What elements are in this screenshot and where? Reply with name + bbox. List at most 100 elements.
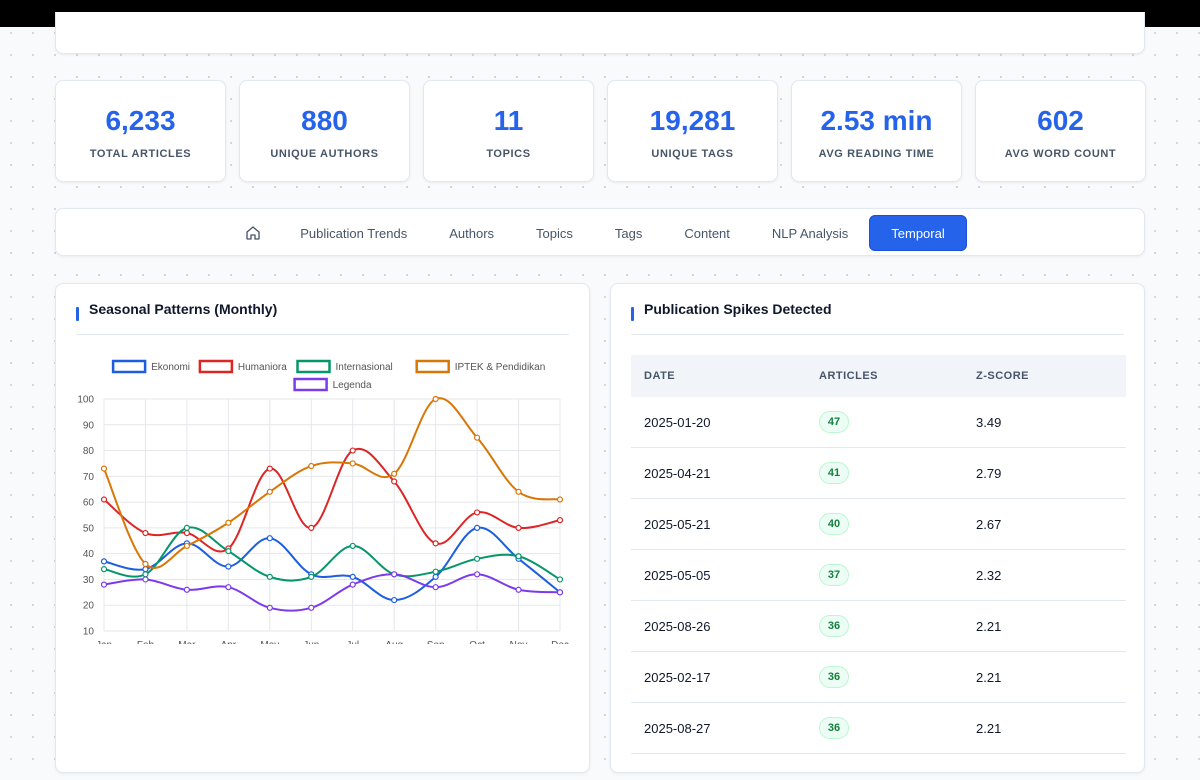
data-point-legenda bbox=[473, 571, 481, 578]
series-line-humaniora bbox=[103, 447, 561, 553]
data-point-ekonomi bbox=[391, 596, 398, 604]
y-tick-label: 10 bbox=[83, 627, 95, 638]
data-point-ekonomi bbox=[473, 524, 481, 531]
legend-label-ekonomi: Ekonomi bbox=[151, 362, 190, 373]
data-point-iptek-pendidikan bbox=[100, 465, 108, 472]
cell-z-score: 2.21 bbox=[976, 618, 1002, 634]
data-point-legenda bbox=[515, 586, 522, 593]
data-point-ekonomi bbox=[225, 563, 232, 570]
tab-tags[interactable]: Tags bbox=[614, 225, 643, 241]
data-point-internasional bbox=[432, 568, 439, 575]
x-tick-label: Jul bbox=[346, 640, 359, 644]
x-tick-label: Oct bbox=[469, 640, 485, 644]
data-point-humaniora bbox=[183, 529, 191, 537]
x-tick-label: Sep bbox=[427, 640, 445, 644]
data-point-iptek-pendidikan bbox=[225, 519, 232, 526]
table-row: 2025-04-21 41 2.79 bbox=[631, 448, 1126, 499]
stat-value: 602 bbox=[1037, 105, 1084, 136]
data-point-internasional bbox=[100, 566, 108, 573]
cell-z-score: 2.67 bbox=[976, 516, 1002, 532]
home-button[interactable] bbox=[233, 215, 273, 251]
stat-label: AVG WORD COUNT bbox=[1004, 148, 1117, 160]
data-point-iptek-pendidikan bbox=[266, 488, 273, 495]
legend-label-humaniora: Humaniora bbox=[238, 362, 287, 373]
cell-articles: 36 bbox=[819, 666, 976, 688]
data-point-internasional bbox=[183, 524, 191, 531]
y-tick-label: 40 bbox=[83, 549, 95, 560]
data-point-ekonomi bbox=[266, 535, 273, 542]
data-point-humaniora bbox=[266, 465, 273, 472]
data-point-humaniora bbox=[515, 524, 522, 531]
cell-articles: 36 bbox=[819, 717, 976, 739]
table-row: 2025-05-21 40 2.67 bbox=[631, 499, 1126, 550]
series-line-iptek-pendidikan bbox=[103, 397, 561, 569]
cell-date: 2025-04-21 bbox=[644, 465, 711, 481]
y-tick-label: 60 bbox=[83, 498, 95, 509]
data-point-humaniora bbox=[308, 524, 315, 531]
articles-badge: 36 bbox=[819, 717, 849, 739]
table-row: 2025-05-05 37 2.32 bbox=[631, 550, 1126, 601]
tab-content[interactable]: Content bbox=[684, 225, 730, 241]
data-point-ekonomi bbox=[100, 558, 108, 565]
stat-label: AVG READING TIME bbox=[818, 148, 935, 160]
cell-z-score: 2.32 bbox=[976, 567, 1002, 583]
data-point-humaniora bbox=[142, 529, 149, 537]
y-tick-label: 30 bbox=[83, 575, 95, 586]
table-row: 2025-08-26 36 2.21 bbox=[631, 601, 1126, 652]
tab-nlp-analysis[interactable]: NLP Analysis bbox=[771, 225, 849, 241]
cell-z-score: 2.21 bbox=[976, 720, 1002, 736]
column-header-z-score: Z-SCORE bbox=[976, 370, 1029, 382]
spikes-table: DATE ARTICLES Z-SCORE 2025-01-20 47 3.49 20… bbox=[631, 355, 1126, 754]
cell-date: 2025-05-21 bbox=[644, 516, 711, 532]
data-point-ekonomi bbox=[142, 566, 149, 573]
stat-card-unique-tags: 19,281 UNIQUE TAGS bbox=[607, 80, 778, 182]
home-icon bbox=[246, 226, 260, 240]
cell-articles: 40 bbox=[819, 513, 976, 535]
y-tick-label: 90 bbox=[83, 420, 95, 431]
tab-publication-trends[interactable]: Publication Trends bbox=[300, 225, 408, 241]
stat-label: UNIQUE AUTHORS bbox=[270, 148, 379, 160]
data-point-iptek-pendidikan bbox=[432, 395, 439, 403]
stat-value: 11 bbox=[493, 105, 524, 136]
data-point-internasional bbox=[142, 571, 149, 578]
cell-date: 2025-01-20 bbox=[644, 414, 711, 430]
data-point-legenda bbox=[266, 604, 273, 611]
cell-articles: 41 bbox=[819, 462, 976, 484]
panel-title: Seasonal Patterns (Monthly) bbox=[76, 284, 569, 335]
tab-topics[interactable]: Topics bbox=[536, 225, 573, 241]
data-point-iptek-pendidikan bbox=[556, 496, 564, 503]
data-point-ekonomi bbox=[432, 573, 439, 580]
legend-swatch-humaniora bbox=[198, 359, 234, 374]
cell-articles: 36 bbox=[819, 615, 976, 637]
table-row: 2025-01-20 47 3.49 bbox=[631, 397, 1126, 448]
tab-authors[interactable]: Authors bbox=[449, 225, 495, 241]
data-point-internasional bbox=[515, 553, 522, 560]
data-point-legenda bbox=[100, 581, 108, 588]
cell-z-score: 2.79 bbox=[976, 465, 1002, 481]
data-point-internasional bbox=[308, 573, 315, 580]
data-point-humaniora bbox=[473, 509, 481, 516]
data-point-legenda bbox=[142, 576, 149, 583]
x-tick-label: Feb bbox=[137, 640, 155, 644]
cell-articles: 37 bbox=[819, 564, 976, 586]
x-tick-label: Jun bbox=[303, 640, 319, 644]
articles-badge: 36 bbox=[819, 666, 849, 688]
series-line-legenda bbox=[103, 573, 561, 612]
data-point-legenda bbox=[391, 571, 398, 578]
data-point-iptek-pendidikan bbox=[349, 460, 356, 467]
y-tick-label: 100 bbox=[77, 395, 94, 406]
seasonal-patterns-panel: Seasonal Patterns (Monthly) 10 20 30 40 50 60… bbox=[55, 283, 590, 773]
stat-value: 2.53 min bbox=[820, 105, 933, 136]
data-point-humaniora bbox=[391, 478, 398, 485]
stat-value: 19,281 bbox=[649, 105, 736, 136]
tab-temporal[interactable]: Temporal bbox=[869, 215, 967, 251]
stat-card-topics: 11 TOPICS bbox=[423, 80, 594, 182]
table-row: 2025-02-17 36 2.21 bbox=[631, 652, 1126, 703]
data-point-iptek-pendidikan bbox=[515, 488, 522, 495]
legend-swatch-iptek-pendidikan bbox=[415, 359, 450, 374]
stat-label: UNIQUE TAGS bbox=[651, 148, 734, 160]
data-point-humaniora bbox=[432, 540, 439, 547]
data-point-legenda bbox=[432, 584, 439, 591]
data-point-internasional bbox=[225, 547, 232, 555]
data-point-legenda bbox=[349, 581, 356, 588]
